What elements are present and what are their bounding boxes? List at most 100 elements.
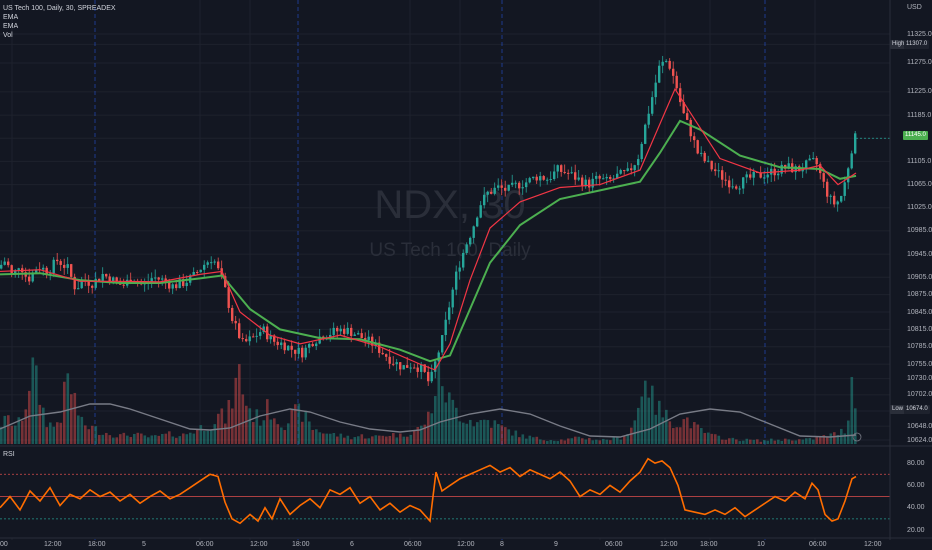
candle-body[interactable]	[696, 140, 699, 154]
candle-body[interactable]	[280, 342, 283, 346]
candle-body[interactable]	[185, 282, 188, 287]
candle-body[interactable]	[371, 336, 374, 346]
candle-body[interactable]	[430, 371, 433, 382]
candle-body[interactable]	[794, 166, 797, 173]
candle-body[interactable]	[108, 276, 111, 283]
candle-body[interactable]	[532, 176, 535, 179]
candle-body[interactable]	[619, 170, 622, 174]
candle-body[interactable]	[287, 345, 290, 351]
candle-body[interactable]	[399, 362, 402, 370]
candle-body[interactable]	[465, 244, 468, 253]
candle-body[interactable]	[602, 178, 605, 180]
candle-body[interactable]	[763, 177, 766, 179]
candle-body[interactable]	[413, 367, 416, 369]
candle-body[interactable]	[588, 179, 591, 188]
candle-body[interactable]	[59, 261, 62, 265]
candle-body[interactable]	[35, 269, 38, 273]
candle-body[interactable]	[563, 171, 566, 173]
candle-body[interactable]	[577, 177, 580, 180]
candle-body[interactable]	[591, 178, 594, 188]
candle-body[interactable]	[66, 264, 69, 268]
candle-body[interactable]	[427, 371, 430, 382]
candle-body[interactable]	[717, 170, 720, 172]
candle-body[interactable]	[850, 153, 853, 169]
candle-body[interactable]	[171, 284, 174, 289]
candle-body[interactable]	[815, 158, 818, 165]
candle-body[interactable]	[94, 278, 97, 288]
candle-body[interactable]	[101, 273, 104, 281]
candle-body[interactable]	[570, 172, 573, 174]
candle-body[interactable]	[605, 176, 608, 179]
candle-body[interactable]	[826, 181, 829, 197]
candle-body[interactable]	[406, 365, 409, 368]
candle-body[interactable]	[514, 182, 517, 184]
candle-body[interactable]	[707, 160, 710, 162]
candle-body[interactable]	[843, 182, 846, 196]
candle-body[interactable]	[245, 339, 248, 342]
candle-body[interactable]	[497, 185, 500, 188]
candle-body[interactable]	[752, 171, 755, 178]
candle-body[interactable]	[749, 174, 752, 178]
candle-body[interactable]	[234, 320, 237, 324]
candle-body[interactable]	[283, 342, 286, 351]
candle-body[interactable]	[560, 165, 563, 172]
candle-body[interactable]	[525, 182, 528, 188]
candle-body[interactable]	[346, 327, 349, 334]
candle-body[interactable]	[199, 269, 202, 273]
candle-body[interactable]	[294, 349, 297, 354]
candle-body[interactable]	[766, 174, 769, 178]
candle-body[interactable]	[668, 60, 671, 69]
candle-body[interactable]	[105, 273, 108, 277]
candle-body[interactable]	[500, 185, 503, 188]
candle-body[interactable]	[511, 182, 514, 185]
candle-body[interactable]	[231, 307, 234, 321]
candle-body[interactable]	[329, 334, 332, 339]
candle-body[interactable]	[854, 133, 857, 154]
candle-body[interactable]	[822, 173, 825, 182]
candle-body[interactable]	[595, 175, 598, 179]
candle-body[interactable]	[451, 289, 454, 308]
candle-body[interactable]	[224, 276, 227, 288]
candle-body[interactable]	[518, 182, 521, 189]
candle-body[interactable]	[364, 338, 367, 341]
candle-body[interactable]	[728, 180, 731, 188]
candle-body[interactable]	[259, 332, 262, 336]
candle-body[interactable]	[483, 194, 486, 206]
candle-body[interactable]	[738, 188, 741, 190]
candle-body[interactable]	[735, 186, 738, 189]
candle-body[interactable]	[647, 113, 650, 125]
candle-body[interactable]	[469, 237, 472, 245]
candle-body[interactable]	[304, 347, 307, 358]
candle-body[interactable]	[847, 168, 850, 183]
candle-body[interactable]	[91, 285, 94, 288]
candle-body[interactable]	[616, 173, 619, 179]
candle-body[interactable]	[549, 179, 552, 181]
candle-body[interactable]	[409, 367, 412, 369]
candle-body[interactable]	[168, 281, 171, 289]
candle-body[interactable]	[490, 191, 493, 194]
candle-body[interactable]	[567, 172, 570, 174]
candle-body[interactable]	[56, 259, 59, 262]
candle-body[interactable]	[479, 205, 482, 218]
candle-body[interactable]	[637, 159, 640, 166]
candle-body[interactable]	[80, 280, 83, 289]
candle-body[interactable]	[332, 327, 335, 335]
candle-body[interactable]	[644, 124, 647, 144]
candle-body[interactable]	[504, 187, 507, 191]
candle-body[interactable]	[336, 327, 339, 332]
candle-body[interactable]	[574, 172, 577, 180]
candle-body[interactable]	[654, 82, 657, 98]
candle-body[interactable]	[10, 265, 13, 274]
candle-body[interactable]	[276, 341, 279, 346]
candle-body[interactable]	[693, 136, 696, 141]
candle-body[interactable]	[241, 338, 244, 340]
candle-body[interactable]	[651, 97, 654, 114]
candle-body[interactable]	[434, 361, 437, 372]
candle-body[interactable]	[689, 119, 692, 137]
candle-body[interactable]	[42, 267, 45, 270]
candle-body[interactable]	[700, 152, 703, 154]
legend-volume[interactable]: Vol	[3, 32, 13, 39]
candle-body[interactable]	[444, 319, 447, 336]
candle-body[interactable]	[175, 284, 178, 289]
candle-body[interactable]	[675, 75, 678, 89]
